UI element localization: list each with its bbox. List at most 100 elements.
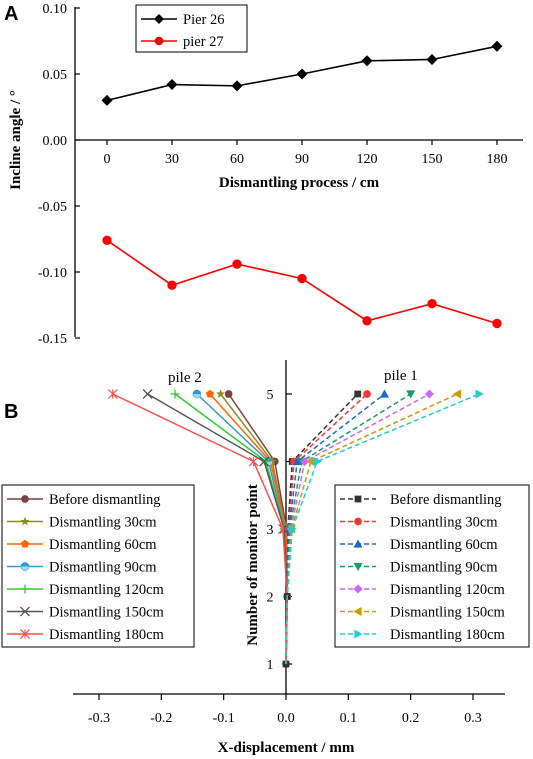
panel-a-x-tick-label: 180 [487, 152, 508, 167]
panel-b-data-point [288, 524, 297, 534]
panel-b-data-point [354, 390, 362, 398]
panel-b-legend-marker [21, 495, 29, 503]
panel-b-legend-marker [354, 495, 362, 503]
panel-b-legend-label: Dismantling 150cm [390, 605, 506, 621]
panel-b-data-point [107, 389, 118, 399]
panel-b-y-title: Number of monitor point [245, 484, 261, 646]
panel-a-y-title: Incline angle / ° [8, 90, 24, 190]
panel-b-data-point [224, 390, 233, 398]
panel-b-legend-label: Dismantling 120cm [49, 582, 165, 598]
panel-b-data-point [292, 457, 302, 466]
pile-1-label: pile 1 [384, 368, 418, 384]
panel-b-series-line [285, 393, 480, 665]
pile-2-legend: Before dismantling Dismantling 30cm Disman… [1, 484, 195, 648]
panel-a-x-tick-label: 60 [230, 152, 244, 167]
panel-a-data-point [361, 55, 373, 67]
panel-b-data-point [379, 389, 389, 398]
panel-b-data-point [300, 457, 310, 466]
panel-b-series-line [285, 393, 359, 665]
panel-b-legend-label: Dismantling 180cm [49, 627, 165, 643]
panel-b-legend-label: Dismantling 60cm [49, 537, 157, 553]
panel-b-legend-marker [20, 606, 30, 617]
panel-b-legend-marker [20, 539, 30, 548]
panel-b-x-tick-label: -0.3 [88, 711, 110, 726]
panel-a-data-point [297, 273, 307, 284]
panel-a-y-tick-label: 0.05 [43, 68, 68, 83]
panel-b-legend-label: Dismantling 120cm [390, 582, 506, 598]
panel-b-y-tick-label: 2 [267, 591, 274, 606]
panel-b-x-tick-label: -0.1 [213, 711, 235, 726]
panel-b-legend-marker [353, 584, 363, 594]
panel-b-data-point [216, 389, 226, 398]
panel-b-legend-label: Dismantling 90cm [49, 560, 157, 576]
panel-b-legend-marker [354, 517, 362, 526]
panel-a-data-point [491, 40, 503, 52]
panel-b-legend-marker [353, 539, 363, 548]
panel-a-x-tick-label: 0 [104, 152, 111, 167]
panel-b-legend-label: Dismantling 150cm [49, 605, 165, 621]
panel-a-data-point [231, 80, 243, 92]
panel-a-data-point [166, 79, 178, 91]
panel-b-data-point [142, 389, 153, 399]
panel-b-legend-label: Dismantling 90cm [390, 560, 498, 576]
panel-b-data-point [306, 457, 315, 466]
panel-a-legend-label: Pier 26 [183, 12, 224, 28]
panel-b-data-point [406, 390, 416, 399]
panel-a-x-tick-label: 30 [165, 152, 179, 167]
panel-a-y-tick-label: 0.10 [43, 2, 68, 17]
panel-a-data-point [167, 280, 177, 290]
panel-b-data-point [259, 456, 270, 467]
panel-b-series-line [285, 393, 430, 665]
panel-b-legend-marker [20, 516, 30, 526]
panel-a-y-tick-label: -0.05 [38, 200, 67, 215]
panel-b-x-tick-label: -0.2 [150, 711, 172, 726]
panel-b-letter: B [4, 401, 18, 423]
panel-b-legend-label: Before dismantling [49, 492, 161, 508]
panel-b-data-point [248, 456, 259, 467]
panel-b-series-line [285, 393, 368, 665]
panel-b-data-point [205, 389, 215, 398]
panel-a-x-tick-label: 90 [295, 152, 309, 167]
panel-b-x-title: X-displacement / mm [218, 740, 355, 756]
panel-a-data-point [101, 94, 113, 106]
panel-b-x-tick-label: 0.3 [464, 711, 482, 726]
panel-a-y-tick-label: 0.00 [43, 134, 68, 149]
panel-a-data-point [102, 235, 112, 245]
panel-a-y-tick-label: -0.10 [38, 266, 67, 281]
panel-a-chart: 0.10 0.05 0.00 -0.05 -0.10 -0.15 0 30 60 90 120 15… [8, 2, 523, 347]
panel-b-legend-marker [354, 629, 363, 639]
panel-a-data-point [426, 53, 438, 65]
panel-b-x-tick-label: 0.1 [340, 711, 358, 726]
panel-b-legend-marker [20, 562, 30, 571]
panel-b-y-tick-label: 3 [267, 523, 274, 538]
panel-a-data-point [427, 299, 437, 309]
panel-b-data-point [363, 390, 371, 398]
panel-b-legend-label: Dismantling 60cm [390, 537, 498, 553]
panel-b-legend-marker [20, 584, 30, 594]
panel-b-series-line [285, 393, 458, 665]
panel-b-data-point [475, 389, 484, 399]
panel-b-data-point [424, 389, 434, 399]
panel-b-legend-label: Dismantling 180cm [390, 627, 506, 643]
panel-a-x-title: Dismantling process / cm [219, 175, 380, 191]
panel-b-x-tick-label: 0.0 [277, 711, 295, 726]
panel-b-legend-marker [20, 629, 30, 639]
pile-2-label: pile 2 [168, 370, 202, 386]
panel-b-data-point [452, 389, 462, 399]
panel-b-y-tick-label: 1 [267, 658, 274, 673]
panel-a-y-tick-label: -0.15 [38, 332, 67, 347]
panel-b-data-point [313, 457, 322, 466]
panel-a-x-tick-label: 120 [357, 152, 378, 167]
panel-a-data-point [232, 259, 242, 269]
panel-b-y-tick-label: 5 [267, 388, 274, 403]
panel-a-letter: A [4, 3, 18, 25]
panel-b-legend-label: Dismantling 30cm [390, 515, 498, 531]
panel-b-series-line [196, 393, 288, 665]
pile-1-legend: Before dismantling Dismantling 30cm Disman… [334, 484, 530, 648]
panel-a-data-point [296, 68, 308, 80]
panel-a-legend-box [135, 4, 248, 53]
panel-a-x-tick-label: 150 [422, 152, 443, 167]
panel-b-legend-label: Before dismantling [390, 492, 502, 508]
panel-a-data-point [362, 316, 372, 326]
